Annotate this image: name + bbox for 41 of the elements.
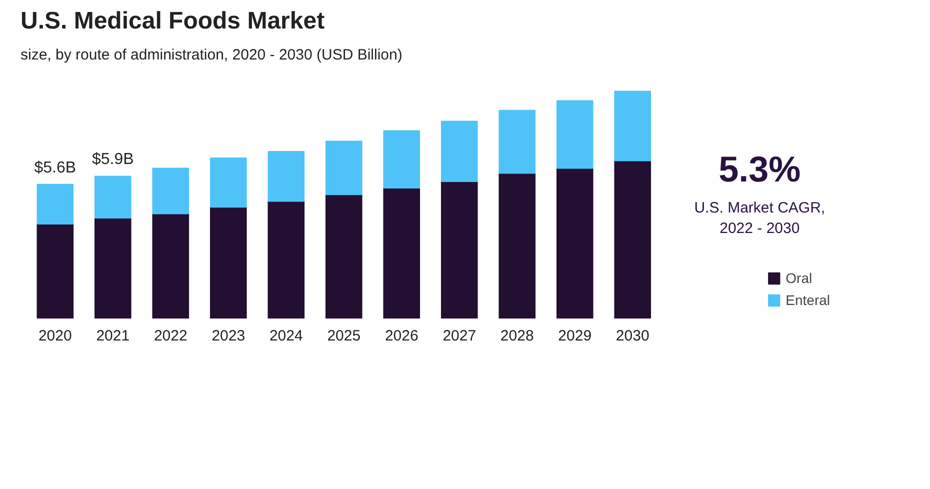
bar [94,218,132,318]
x-tick-label: 2029 [558,328,592,344]
bar [383,188,420,318]
bar [440,120,478,182]
bar [210,158,247,208]
x-tick-label: 2020 [38,328,72,344]
bar [383,130,420,189]
bar [325,194,362,318]
bar [210,206,247,318]
bar [152,168,190,214]
bar [498,110,536,174]
bar [268,200,305,318]
bar [440,180,478,318]
bar [94,176,132,219]
x-tick-label: 2025 [327,328,361,344]
x-tick-label: 2024 [269,328,303,344]
bar [325,140,362,196]
bar [36,223,74,318]
x-tick-label: 2028 [500,328,534,344]
bar [556,168,594,318]
x-tick-label: 2030 [616,328,650,344]
bar [556,100,594,169]
x-tick-label: 2026 [384,328,418,344]
x-tick-label: 2023 [212,328,246,344]
text: 5.3% [718,148,801,190]
x-tick-label: 2022 [154,328,188,344]
bar [498,172,536,318]
x-tick-label: 2021 [96,328,130,344]
bar [614,90,652,162]
bar [614,160,652,318]
x-tick-label: 2027 [442,328,476,344]
annotation: $5.6B [34,159,76,176]
chart-subtitle: size, by route of administration, 2020 - 2030 (USD Billion) [20,46,402,64]
annotation: $5.9B [92,151,134,168]
legend-label: Oral [786,270,812,286]
bar [268,150,305,202]
bar [152,213,190,318]
bar [36,184,74,224]
legend-label: Enteral [786,292,830,308]
text: U.S. Market CAGR, 2022 - 2030 [694,200,826,237]
chart-title: U.S. Medical Foods Market [20,8,325,34]
